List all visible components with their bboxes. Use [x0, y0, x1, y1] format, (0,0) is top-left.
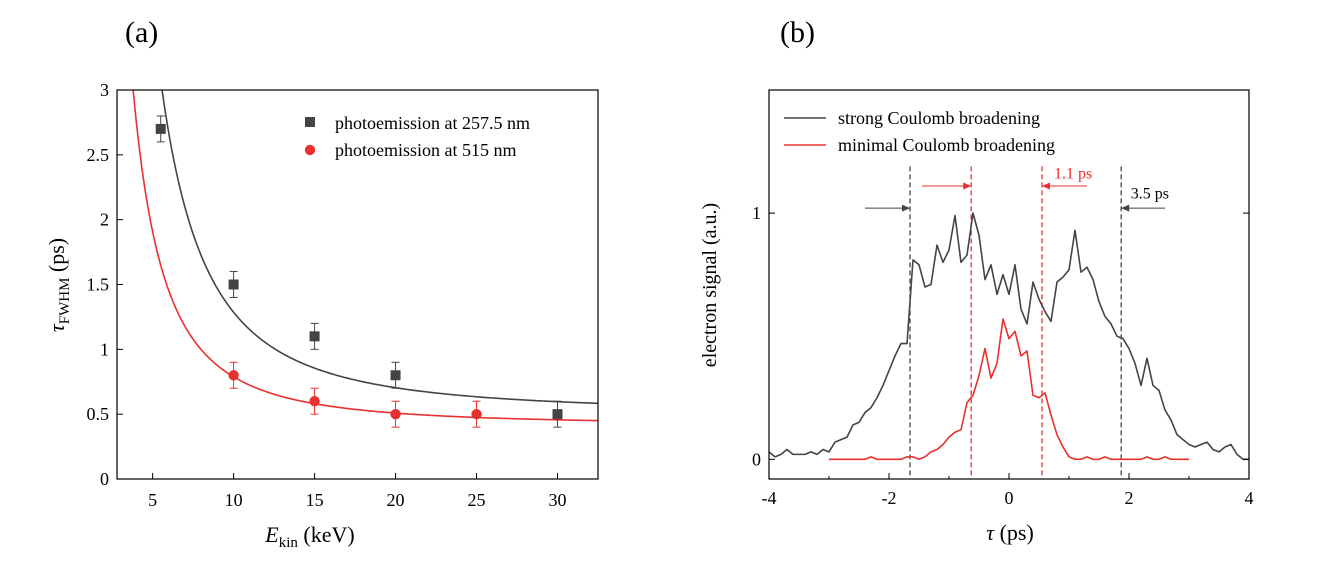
panel-a-legend: photoemission at 257.5 nm photoemission … — [304, 113, 530, 160]
panel-a: (a) 5 10 15 20 25 30 0 0.5 1 1.5 2 2.5 3 photoemiss… — [44, 16, 599, 551]
data-point-circle — [471, 408, 482, 420]
data-point-square — [309, 331, 320, 342]
data-point-square — [228, 279, 239, 290]
x-tick-label: 30 — [549, 490, 567, 510]
y-tick-label: 1 — [100, 339, 109, 359]
panel-b-y-ticks: 01 — [752, 203, 1249, 469]
y-tick-label: 3 — [100, 80, 109, 100]
x-tick-label: 15 — [306, 490, 324, 510]
x-tick-label: 5 — [148, 490, 157, 510]
x-tick-label: -4 — [762, 488, 777, 508]
x-tick-label: 2 — [1125, 488, 1134, 508]
x-tick-label: 0 — [1005, 488, 1014, 508]
panel-a-y-ticks: 0 0.5 1 1.5 2 2.5 3 — [87, 80, 123, 489]
legend-marker-circle — [304, 144, 316, 156]
y-tick-label: 0.5 — [87, 404, 110, 424]
legend-label-515nm: photoemission at 515 nm — [335, 140, 517, 160]
data-point-circle — [309, 396, 320, 407]
data-point-circle — [228, 370, 239, 381]
panel-b-x-axis-label: τ (ps) — [986, 520, 1034, 545]
panel-b: (b) -4 -2 0 2 4 01 strong Coulomb broadening… — [699, 16, 1254, 545]
series-line-1 — [829, 318, 1189, 461]
x-tick-label: 10 — [225, 490, 243, 510]
panel-a-x-axis-label: Ekin (keV) — [264, 522, 354, 551]
x-tick-label: 20 — [387, 490, 405, 510]
panel-a-x-ticks: 5 10 15 20 25 30 — [148, 473, 567, 510]
arrow-head-1 — [1121, 204, 1130, 212]
series-line-0 — [768, 212, 1249, 461]
data-point-circle — [390, 408, 401, 420]
panel-b-x-ticks: -4 -2 0 2 4 — [762, 473, 1254, 508]
data-point-square — [155, 123, 166, 134]
legend-marker-square — [305, 117, 315, 127]
arrow-head-2 — [963, 182, 972, 190]
panel-b-y-axis-label: electron signal (a.u.) — [699, 203, 721, 367]
panel-a-label: (a) — [125, 16, 158, 49]
arrow-head-3 — [1042, 182, 1050, 190]
fit-curve-1 — [132, 90, 598, 422]
legend-label-strong: strong Coulomb broadening — [838, 108, 1040, 128]
annotation-1-1-ps: 1.1 ps — [1054, 166, 1092, 183]
panel-b-arrows — [865, 182, 1165, 212]
legend-label-minimal: minimal Coulomb broadening — [838, 135, 1055, 155]
x-tick-label: 4 — [1245, 488, 1254, 508]
x-tick-label: -2 — [882, 488, 897, 508]
panel-b-marker-lines — [909, 166, 1122, 479]
data-point-square — [390, 370, 401, 381]
panel-a-fit-curves — [132, 90, 598, 422]
y-tick-label: 0 — [752, 449, 761, 469]
panel-b-label: (b) — [780, 16, 815, 49]
fit-curve-0 — [161, 90, 598, 405]
panel-a-points — [155, 123, 563, 420]
panel-b-annotations: 1.1 ps 3.5 ps — [1054, 166, 1169, 203]
panel-b-series-lines — [768, 212, 1249, 461]
y-tick-label: 2.5 — [87, 145, 110, 165]
x-tick-label: 25 — [468, 490, 486, 510]
y-tick-label: 0 — [100, 469, 109, 489]
y-tick-label: 1.5 — [87, 275, 110, 295]
panel-b-legend: strong Coulomb broadening minimal Coulom… — [784, 108, 1055, 155]
annotation-3-5-ps: 3.5 ps — [1131, 185, 1169, 202]
y-tick-label: 2 — [100, 210, 109, 230]
arrow-head-0 — [902, 204, 910, 212]
panel-a-y-axis-label: τFWHM (ps) — [44, 238, 73, 332]
data-point-square — [552, 409, 563, 420]
y-tick-label: 1 — [752, 203, 761, 223]
legend-label-257nm: photoemission at 257.5 nm — [335, 113, 530, 133]
